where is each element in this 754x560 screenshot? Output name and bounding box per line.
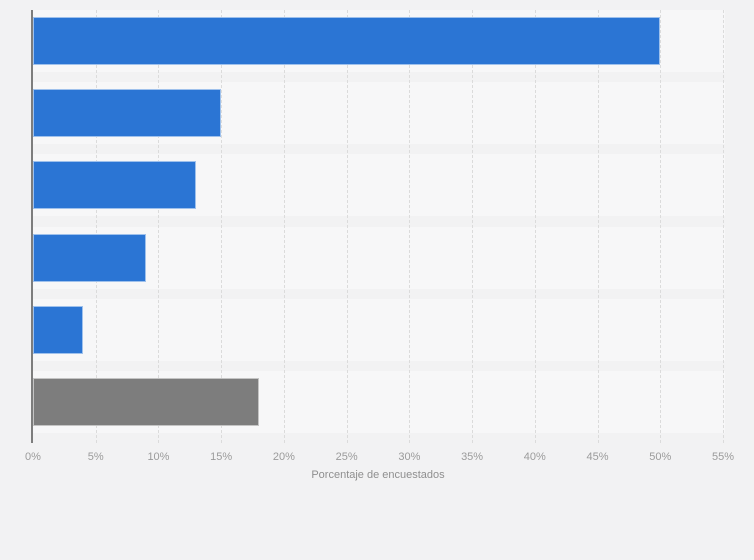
x-axis-title: Porcentaje de encuestados xyxy=(311,469,445,481)
gridline xyxy=(95,10,97,443)
gridline xyxy=(723,10,724,443)
gridline xyxy=(472,10,474,443)
x-tick-label: 20% xyxy=(272,451,295,463)
gridline xyxy=(534,10,536,443)
x-tick-label: 40% xyxy=(523,451,546,463)
gridline xyxy=(409,10,411,443)
bar xyxy=(33,377,259,426)
x-tick-label: 50% xyxy=(649,451,672,463)
bar xyxy=(33,233,146,282)
x-tick-label: 35% xyxy=(461,451,484,463)
x-tick-label: 55% xyxy=(711,451,735,463)
gridline xyxy=(660,10,662,443)
x-tick-label: 15% xyxy=(210,451,233,463)
gridline xyxy=(283,10,285,443)
row-band xyxy=(31,226,725,289)
gridline xyxy=(221,10,223,443)
x-tick-label: 5% xyxy=(87,451,104,463)
x-tick-label: 25% xyxy=(335,451,358,463)
bar xyxy=(33,89,222,138)
plot-area xyxy=(31,10,725,443)
gridline xyxy=(346,10,348,443)
gridline xyxy=(158,10,160,443)
x-axis-line xyxy=(31,10,33,443)
x-tick-label: 30% xyxy=(398,451,421,463)
bar xyxy=(33,305,84,354)
bar xyxy=(33,17,661,65)
bar xyxy=(33,161,197,210)
x-tick-label: 45% xyxy=(586,451,609,463)
x-tick-label: 10% xyxy=(147,451,170,463)
gridline xyxy=(597,10,599,443)
row-band xyxy=(31,298,725,361)
x-tick-label: 0% xyxy=(25,451,41,463)
